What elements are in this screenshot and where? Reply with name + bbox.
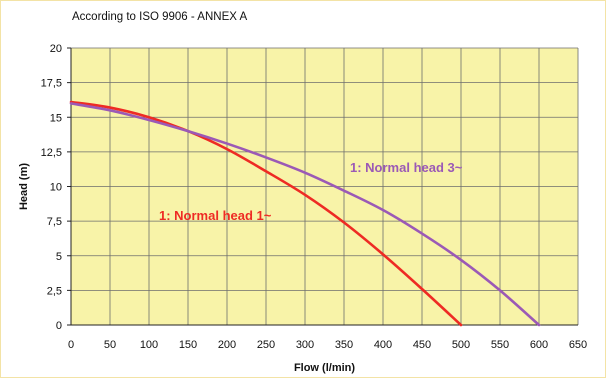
y-tick-label: 7,5 (47, 216, 62, 228)
x-tick-label: 500 (452, 339, 470, 351)
y-tick-label: 12,5 (41, 147, 62, 159)
x-tick-label: 300 (296, 339, 314, 351)
x-tick-label: 350 (335, 339, 353, 351)
y-axis-label: Head (m) (18, 163, 30, 210)
x-tick-label: 450 (413, 339, 431, 351)
y-tick-label: 5 (56, 251, 62, 263)
series-label-normal-head-1: 1: Normal head 1~ (159, 208, 272, 223)
x-tick-label: 200 (218, 339, 236, 351)
x-tick-label: 100 (140, 339, 158, 351)
x-tick-labels: 0 50 100 150 200 250 300 350 400 450 500 550 600 650 (68, 339, 587, 351)
series-label-normal-head-3: 1: Normal head 3~ (350, 160, 463, 175)
y-tick-label: 20 (50, 43, 62, 55)
x-tick-label: 550 (491, 339, 509, 351)
y-tick-labels: 0 2,5 5 7,5 10 12,5 15 17,5 20 (41, 43, 62, 332)
series-lines (69, 100, 541, 327)
x-tick-label: 400 (374, 339, 392, 351)
y-tick-label: 0 (56, 320, 62, 332)
y-tick-label: 15 (50, 112, 62, 124)
x-tick-label: 650 (569, 339, 587, 351)
x-tick-label: 250 (257, 339, 275, 351)
x-tick-label: 600 (530, 339, 548, 351)
y-tick-label: 17,5 (41, 78, 62, 90)
series-line-normal-head-3 (69, 102, 541, 327)
y-tick-label: 10 (50, 182, 62, 194)
chart-subtitle: According to ISO 9906 - ANNEX A (72, 11, 248, 23)
series-line-normal-head-1 (69, 100, 463, 327)
x-tick-label: 50 (104, 339, 116, 351)
x-tick-label: 150 (179, 339, 197, 351)
y-tick-label: 2,5 (47, 285, 62, 297)
x-axis-label: Flow (l/min) (294, 362, 355, 374)
axes (67, 47, 578, 326)
x-tick-label: 0 (68, 339, 74, 351)
